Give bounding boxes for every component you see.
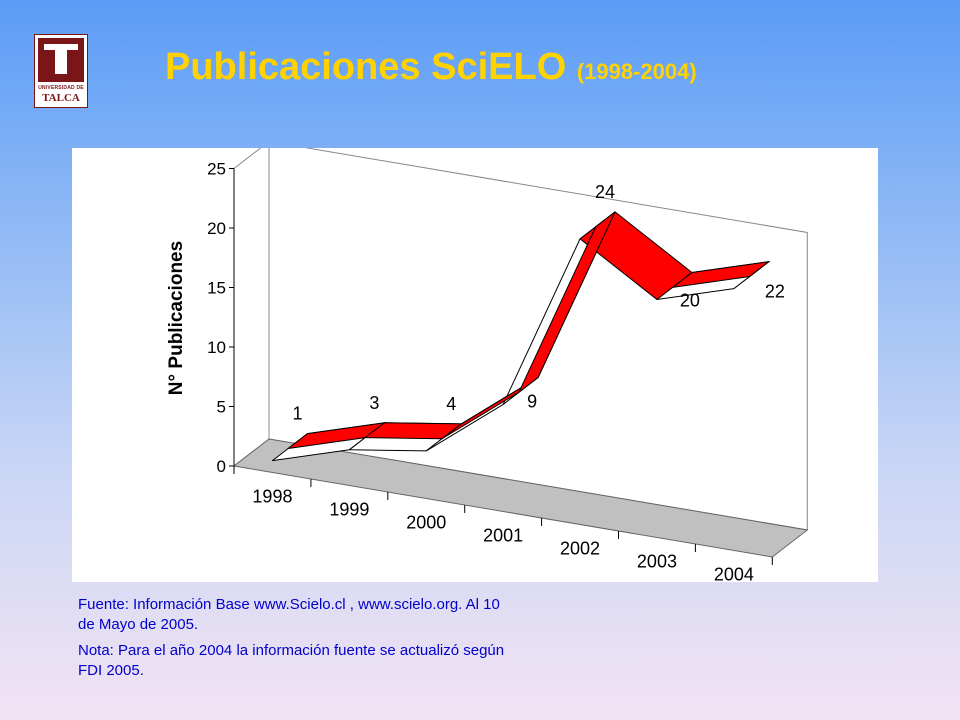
title-main: Publicaciones SciELO [165,46,567,88]
x-tick-label: 2000 [406,512,446,532]
update-note: Nota: Para el año 2004 la información fu… [78,642,505,679]
page-title: Publicaciones SciELO (1998-2004) [165,46,697,89]
data-labels: 1 3 4 9 24 20 22 [292,182,784,424]
notes: Fuente: Información Base www.Scielo.cl ,… [78,595,518,687]
y-tick-label: 15 [207,279,226,298]
y-axis-label: N° Publicaciones [166,241,187,395]
logo-text-university: UNIVERSIDAD DE [38,85,84,91]
y-tick-label: 25 [207,160,226,179]
data-label: 9 [527,391,537,411]
chart-floor [232,438,809,558]
data-label: 24 [595,182,615,202]
data-label: 1 [292,404,302,424]
data-label: 20 [680,290,700,310]
y-tick-label: 0 [217,457,226,476]
side-wall [233,148,270,468]
series-ribbon [271,211,771,462]
x-tick-label: 1998 [252,486,292,506]
x-tick-label: 2003 [637,551,677,571]
data-label: 3 [369,393,379,413]
chart-floor-plane [232,438,809,558]
logo-text-talca: TALCA [42,92,80,104]
x-tick-label: 2001 [483,525,523,545]
chart-panel: 0 5 10 15 20 25 1998 1999 2000 2001 2002 2003 2004 … [72,148,878,582]
title-years: (1998-2004) [576,59,697,84]
y-axis: 0 5 10 15 20 25 [207,160,235,476]
university-logo: UNIVERSIDAD DE TALCA [34,34,88,108]
y-tick-label: 10 [207,338,226,357]
x-tick-label: 2004 [714,564,754,582]
y-tick-label: 5 [217,398,226,417]
source-note: Fuente: Información Base www.Scielo.cl ,… [78,596,500,633]
x-axis: 1998 1999 2000 2001 2002 2003 2004 [233,466,773,582]
logo-emblem-icon [38,38,84,82]
ribbon-top-face [670,260,771,289]
ribbon-top-face [518,211,616,393]
data-label: 22 [765,282,785,302]
x-tick-label: 2002 [560,538,600,558]
x-tick-label: 1999 [329,499,369,519]
data-label: 4 [446,394,456,414]
y-tick-label: 20 [207,219,226,238]
